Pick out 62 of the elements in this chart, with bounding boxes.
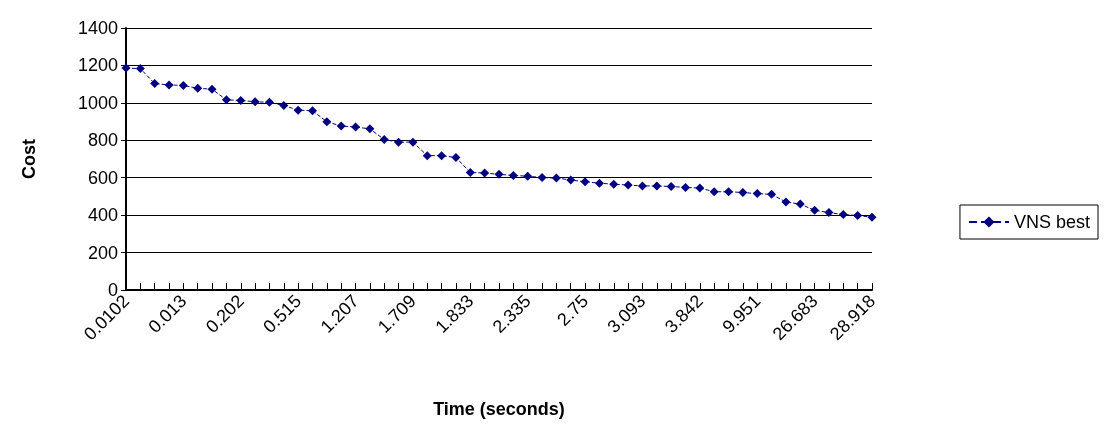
point (279, 100, 289, 110)
y-tick-label: 800 (87, 130, 118, 151)
point (250, 97, 260, 107)
point (351, 122, 361, 132)
point (236, 95, 246, 105)
point (580, 177, 590, 187)
point (207, 84, 217, 94)
point (494, 169, 504, 179)
point (379, 135, 389, 145)
point (135, 64, 145, 74)
point (767, 189, 777, 199)
point (551, 173, 561, 183)
point (594, 178, 604, 188)
point (566, 175, 576, 185)
point (623, 180, 633, 190)
point (724, 187, 734, 197)
point (365, 124, 375, 134)
y-tick-label: 600 (87, 167, 118, 188)
point (150, 79, 160, 89)
point (637, 181, 647, 191)
point (164, 80, 174, 90)
point (609, 179, 619, 189)
point (681, 182, 690, 192)
point (738, 188, 748, 197)
point (193, 83, 203, 93)
point (795, 199, 805, 209)
point (451, 153, 461, 162)
y-tick-label: 400 (87, 205, 118, 226)
point (666, 182, 676, 192)
x-axis-title: Time (seconds) (433, 399, 565, 419)
point (178, 80, 188, 90)
point (853, 211, 863, 221)
point (508, 170, 518, 180)
point (221, 95, 231, 105)
point (824, 208, 834, 218)
point (422, 151, 432, 161)
point (336, 121, 346, 131)
point (293, 105, 303, 115)
y-tick-label: 1400 (77, 18, 118, 38)
point (752, 189, 762, 199)
y-tick-label: 1000 (77, 92, 118, 113)
point (480, 168, 490, 178)
point (537, 173, 547, 183)
point (867, 212, 877, 222)
y-tick-label: 200 (87, 242, 118, 263)
point (810, 205, 820, 215)
point (394, 137, 404, 147)
point (781, 197, 791, 207)
point (695, 183, 705, 193)
point (264, 97, 274, 107)
y-tick-label: 1200 (77, 55, 118, 76)
point (652, 181, 662, 191)
point (408, 137, 418, 147)
point (838, 210, 848, 220)
point (709, 187, 719, 197)
point (437, 151, 447, 161)
point (523, 171, 533, 181)
point (322, 117, 332, 127)
point (465, 167, 475, 177)
y-axis-title: Cost (19, 139, 39, 179)
legend-label: VNS best (1013, 212, 1091, 232)
point (308, 106, 317, 116)
